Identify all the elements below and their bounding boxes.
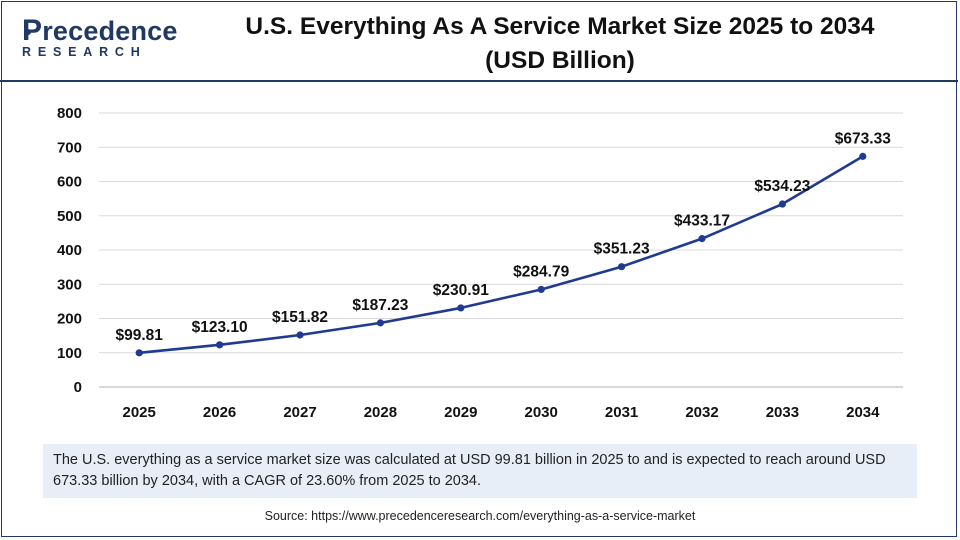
chart-title-block: U.S. Everything As A Service Market Size… bbox=[180, 10, 940, 78]
data-label: $284.79 bbox=[513, 263, 569, 280]
data-point bbox=[537, 285, 545, 294]
data-point bbox=[376, 319, 384, 327]
x-tick-label: 2034 bbox=[846, 404, 880, 421]
data-label: $534.23 bbox=[754, 178, 810, 195]
chart-title: U.S. Everything As A Service Market Size… bbox=[245, 13, 875, 40]
series-layer bbox=[135, 152, 867, 357]
brand-name-rest: recedence bbox=[42, 16, 178, 46]
data-point bbox=[698, 235, 706, 243]
logo-mark-icon bbox=[25, 29, 31, 35]
data-point bbox=[778, 200, 787, 208]
brand-name: Precedence bbox=[22, 14, 178, 48]
y-tick-label: 800 bbox=[57, 105, 82, 122]
data-point bbox=[135, 349, 143, 357]
data-label: $123.10 bbox=[192, 319, 248, 336]
brand-logo: Precedence RESEARCH bbox=[14, 12, 177, 62]
data-label: $187.23 bbox=[352, 297, 408, 314]
data-label: $230.91 bbox=[433, 282, 489, 299]
chart-title-unit: (USD Billion) bbox=[485, 47, 635, 74]
data-point bbox=[457, 304, 465, 312]
x-tick-label: 2031 bbox=[605, 404, 638, 421]
data-point bbox=[216, 341, 224, 349]
source-note: Source: https://www.precedenceresearch.c… bbox=[264, 509, 696, 523]
x-tick-label: 2026 bbox=[203, 404, 236, 421]
grid-layer bbox=[99, 112, 903, 354]
data-label-layer: $99.81 $123.10 $151.82 $187.23 $230.91 $284.7… bbox=[115, 130, 891, 343]
x-tick-label: 2027 bbox=[283, 404, 316, 421]
x-tick-label: 2029 bbox=[444, 404, 477, 421]
series-line bbox=[139, 155, 864, 355]
axis-layer: 0 100 200 300 400 500 600 700 800 2025 2026 2027 202… bbox=[57, 105, 903, 421]
data-point bbox=[859, 152, 867, 160]
x-tick-label: 2032 bbox=[685, 404, 718, 421]
data-label: $433.17 bbox=[674, 213, 730, 230]
y-tick-label: 700 bbox=[57, 139, 82, 156]
data-point bbox=[296, 331, 304, 339]
y-tick-label: 400 bbox=[57, 242, 82, 259]
chart-caption: The U.S. everything as a service market … bbox=[43, 444, 917, 498]
x-tick-label: 2030 bbox=[525, 404, 558, 421]
data-label: $99.81 bbox=[115, 327, 163, 344]
x-tick-label: 2033 bbox=[766, 404, 799, 421]
brand-initial: P bbox=[22, 14, 43, 47]
y-tick-label: 300 bbox=[57, 276, 82, 293]
y-tick-label: 200 bbox=[57, 311, 82, 328]
x-tick-label: 2028 bbox=[364, 404, 397, 421]
y-tick-label: 600 bbox=[57, 174, 82, 191]
x-tick-label: 2025 bbox=[123, 404, 156, 421]
line-chart: 0 100 200 300 400 500 600 700 800 2025 2026 2027 202… bbox=[57, 105, 903, 421]
data-point bbox=[618, 263, 626, 271]
data-label: $351.23 bbox=[594, 241, 650, 258]
y-tick-label: 100 bbox=[57, 345, 82, 362]
data-label: $673.33 bbox=[835, 130, 891, 147]
brand-subtitle: RESEARCH bbox=[22, 45, 147, 59]
y-tick-label: 0 bbox=[74, 379, 82, 396]
data-label: $151.82 bbox=[272, 309, 328, 326]
header: Precedence RESEARCH U.S. Everything As A… bbox=[0, 0, 958, 82]
y-tick-label: 500 bbox=[57, 208, 82, 225]
